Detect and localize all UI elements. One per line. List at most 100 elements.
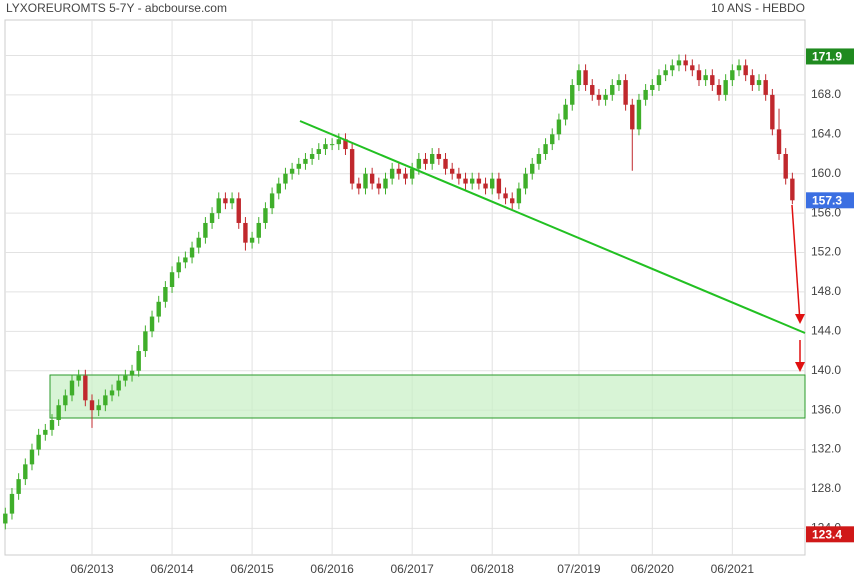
candle-body [43, 429, 48, 435]
candle-body [576, 70, 582, 86]
candle-body [463, 178, 468, 184]
candle-body [96, 405, 101, 411]
price-flag [806, 192, 854, 209]
candle-body [309, 153, 315, 159]
candle-body [570, 85, 575, 105]
candle-body [196, 237, 201, 248]
candle-body [129, 370, 135, 376]
y-tick-label: 164.0 [811, 126, 841, 140]
arrow-head [795, 314, 805, 324]
candle-body [163, 287, 168, 302]
candle-body [229, 198, 235, 204]
candle-body [349, 149, 355, 184]
candle-body [456, 173, 462, 179]
candle-body [630, 104, 635, 130]
candle-body [303, 158, 308, 164]
trend-line [299, 120, 806, 334]
candle-body [636, 99, 642, 130]
candle-body [176, 262, 181, 273]
candle-body [3, 513, 8, 524]
candle-body [503, 193, 508, 199]
candle-body [49, 420, 55, 430]
candle-body [523, 173, 528, 189]
arrow [791, 204, 801, 323]
candle-body [149, 316, 155, 332]
candle-body [116, 380, 121, 391]
candle-body [216, 198, 221, 214]
candle-body [470, 178, 475, 184]
x-tick-label: 06/2014 [150, 562, 194, 576]
candle-body [29, 449, 35, 465]
plot-frame [4, 19, 806, 556]
candle-body [716, 85, 722, 95]
x-tick-label: 06/2015 [230, 562, 274, 576]
y-tick-label: 148.0 [811, 284, 841, 298]
price-flag-label: 157.3 [812, 193, 842, 207]
candle-body [283, 173, 288, 184]
candle-body [36, 434, 41, 450]
candle-body [449, 168, 455, 174]
candle-body [490, 178, 495, 189]
price-flag-label: 171.9 [812, 50, 842, 64]
candle-body [690, 65, 695, 71]
candle-body [730, 70, 735, 81]
candle-body [363, 173, 368, 189]
x-tick-label: 06/2021 [711, 562, 755, 576]
candle-body [436, 153, 442, 159]
candle-body [223, 198, 228, 204]
candle-body [790, 178, 795, 201]
candle-body [323, 144, 328, 150]
candle-body [256, 222, 261, 238]
candle-body [56, 405, 61, 421]
candle-body [403, 173, 408, 179]
candle-body [736, 65, 742, 71]
candle-body [663, 70, 668, 76]
candle-body [703, 75, 708, 81]
candle-body [483, 183, 488, 189]
candle-body [783, 153, 788, 179]
candle-body [676, 60, 682, 66]
candle-body [596, 94, 602, 100]
candle-body [276, 183, 281, 194]
y-tick-label: 132.0 [811, 442, 841, 456]
candle-body [563, 104, 568, 120]
candle-body [396, 168, 402, 174]
candle-body [156, 301, 161, 317]
candle-body [516, 188, 522, 204]
y-tick-label: 144.0 [811, 324, 841, 338]
candle-body [329, 144, 335, 146]
candle-body [296, 163, 301, 169]
candle-body [249, 237, 255, 243]
candle-body [543, 144, 548, 154]
arrow-head [795, 362, 805, 372]
candle-body [263, 208, 268, 223]
chart-subtitle: 10 ANS - HEBDO [711, 1, 805, 15]
candle-body [643, 89, 648, 100]
candle-body [443, 158, 448, 169]
candle-body [696, 70, 702, 81]
candle-body [209, 213, 215, 223]
candle-body [770, 94, 775, 130]
x-tick-label: 07/2019 [557, 562, 601, 576]
candle-body [136, 351, 141, 371]
chart-title: LYXOREUROMTS 5-7Y - abcbourse.com [6, 1, 227, 15]
candle-body [510, 198, 515, 204]
candle-body [423, 158, 428, 164]
candle-body [183, 257, 188, 263]
candle-body [316, 149, 321, 154]
candle-body [289, 168, 295, 174]
price-flag [806, 48, 854, 65]
candle-body [409, 168, 415, 179]
x-tick-label: 06/2020 [631, 562, 675, 576]
candle-body [16, 479, 21, 494]
candle-body [109, 390, 115, 396]
candle-body [89, 400, 95, 411]
candle-body [583, 70, 588, 86]
candle-body [83, 375, 88, 401]
y-tick-label: 156.0 [811, 205, 841, 219]
candle-body [429, 153, 435, 164]
candle-body [616, 80, 622, 86]
candle-body [590, 85, 595, 95]
candle-body [650, 85, 655, 90]
